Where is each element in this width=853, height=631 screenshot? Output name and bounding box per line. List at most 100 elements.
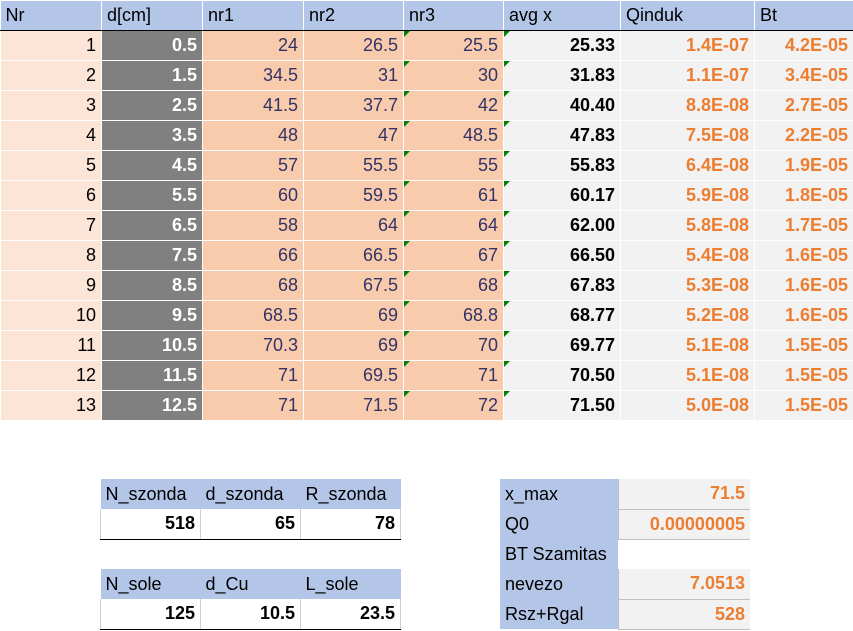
cell-nr[interactable]: 8 [0, 240, 102, 271]
cell-d[interactable]: 5.5 [101, 180, 203, 211]
cell-nr2[interactable]: 55.5 [303, 150, 404, 181]
cell-qinduk[interactable]: 5.9E-08 [620, 180, 755, 211]
cell-nr3[interactable]: 72 [403, 390, 504, 421]
sole-value-l[interactable]: 23.5 [300, 599, 401, 630]
sole-header-n[interactable]: N_sole [100, 569, 201, 599]
cell-nr1[interactable]: 71 [202, 390, 304, 421]
cell-qinduk[interactable]: 1.4E-07 [620, 30, 755, 61]
cell-d[interactable]: 11.5 [101, 360, 203, 391]
cell-bt[interactable]: 1.6E-05 [754, 270, 853, 301]
cell-nr2[interactable]: 64 [303, 210, 404, 241]
cell-nr[interactable]: 6 [0, 180, 102, 211]
cell-nr1[interactable]: 70.3 [202, 330, 304, 361]
cell-nr[interactable]: 2 [0, 60, 102, 91]
cell-nr[interactable]: 10 [0, 300, 102, 331]
cell-d[interactable]: 6.5 [101, 210, 203, 241]
cell-nr3[interactable]: 61 [403, 180, 504, 211]
cell-d[interactable]: 2.5 [101, 90, 203, 121]
cell-nr2[interactable]: 69 [303, 330, 404, 361]
cell-nr1[interactable]: 57 [202, 150, 304, 181]
cell-avg[interactable]: 68.77 [503, 300, 621, 331]
col-header-bt[interactable]: Bt [754, 0, 853, 31]
cell-nr1[interactable]: 71 [202, 360, 304, 391]
cell-d[interactable]: 8.5 [101, 270, 203, 301]
cell-nr2[interactable]: 47 [303, 120, 404, 151]
col-header-nr2[interactable]: nr2 [303, 0, 404, 31]
cell-nr1[interactable]: 34.5 [202, 60, 304, 91]
cell-avg[interactable]: 62.00 [503, 210, 621, 241]
cell-nr[interactable]: 12 [0, 360, 102, 391]
cell-avg[interactable]: 67.83 [503, 270, 621, 301]
col-header-nr3[interactable]: nr3 [403, 0, 504, 31]
cell-nr1[interactable]: 48 [202, 120, 304, 151]
cell-nr2[interactable]: 59.5 [303, 180, 404, 211]
cell-bt[interactable]: 2.7E-05 [754, 90, 853, 121]
cell-qinduk[interactable]: 5.8E-08 [620, 210, 755, 241]
cell-nr1[interactable]: 58 [202, 210, 304, 241]
cell-nr1[interactable]: 24 [202, 30, 304, 61]
param-value-bt-szamitas[interactable] [618, 539, 750, 569]
param-value-nevezo[interactable]: 7.0513 [617, 569, 750, 600]
param-value-rsz-rgal[interactable]: 528 [617, 599, 750, 630]
szonda-value-r[interactable]: 78 [300, 509, 401, 540]
cell-avg[interactable]: 47.83 [503, 120, 621, 151]
col-header-d[interactable]: d[cm] [101, 0, 203, 31]
cell-bt[interactable]: 1.5E-05 [754, 330, 853, 361]
cell-d[interactable]: 1.5 [101, 60, 203, 91]
cell-avg[interactable]: 55.83 [503, 150, 621, 181]
cell-bt[interactable]: 1.9E-05 [754, 150, 853, 181]
cell-d[interactable]: 4.5 [101, 150, 203, 181]
sole-value-n[interactable]: 125 [100, 599, 201, 630]
cell-nr2[interactable]: 26.5 [303, 30, 404, 61]
param-label-xmax[interactable]: x_max [500, 479, 618, 509]
cell-nr3[interactable]: 30 [403, 60, 504, 91]
cell-bt[interactable]: 1.6E-05 [754, 240, 853, 271]
cell-nr1[interactable]: 68.5 [202, 300, 304, 331]
cell-bt[interactable]: 1.5E-05 [754, 360, 853, 391]
cell-d[interactable]: 10.5 [101, 330, 203, 361]
cell-nr3[interactable]: 55 [403, 150, 504, 181]
col-header-nr[interactable]: Nr [0, 0, 102, 31]
cell-nr3[interactable]: 70 [403, 330, 504, 361]
cell-nr2[interactable]: 69.5 [303, 360, 404, 391]
cell-nr3[interactable]: 42 [403, 90, 504, 121]
cell-avg[interactable]: 60.17 [503, 180, 621, 211]
cell-avg[interactable]: 40.40 [503, 90, 621, 121]
szonda-header-d[interactable]: d_szonda [200, 479, 301, 509]
cell-qinduk[interactable]: 5.1E-08 [620, 360, 755, 391]
cell-avg[interactable]: 70.50 [503, 360, 621, 391]
cell-nr[interactable]: 4 [0, 120, 102, 151]
cell-nr[interactable]: 9 [0, 270, 102, 301]
cell-bt[interactable]: 3.4E-05 [754, 60, 853, 91]
cell-nr1[interactable]: 68 [202, 270, 304, 301]
cell-qinduk[interactable]: 5.2E-08 [620, 300, 755, 331]
cell-nr[interactable]: 7 [0, 210, 102, 241]
szonda-header-r[interactable]: R_szonda [300, 479, 401, 509]
cell-qinduk[interactable]: 6.4E-08 [620, 150, 755, 181]
cell-qinduk[interactable]: 5.3E-08 [620, 270, 755, 301]
cell-avg[interactable]: 31.83 [503, 60, 621, 91]
cell-nr1[interactable]: 66 [202, 240, 304, 271]
cell-bt[interactable]: 1.8E-05 [754, 180, 853, 211]
cell-nr3[interactable]: 67 [403, 240, 504, 271]
cell-qinduk[interactable]: 5.0E-08 [620, 390, 755, 421]
szonda-value-d[interactable]: 65 [200, 509, 301, 540]
cell-d[interactable]: 12.5 [101, 390, 203, 421]
cell-avg[interactable]: 71.50 [503, 390, 621, 421]
cell-nr1[interactable]: 41.5 [202, 90, 304, 121]
cell-bt[interactable]: 1.7E-05 [754, 210, 853, 241]
param-label-rsz-rgal[interactable]: Rsz+Rgal [500, 599, 618, 629]
cell-nr1[interactable]: 60 [202, 180, 304, 211]
cell-nr3[interactable]: 68.8 [403, 300, 504, 331]
szonda-value-n[interactable]: 518 [100, 509, 201, 540]
param-value-q0[interactable]: 0.00000005 [617, 509, 750, 540]
cell-bt[interactable]: 2.2E-05 [754, 120, 853, 151]
cell-nr2[interactable]: 66.5 [303, 240, 404, 271]
cell-avg[interactable]: 25.33 [503, 30, 621, 61]
cell-qinduk[interactable]: 1.1E-07 [620, 60, 755, 91]
cell-bt[interactable]: 4.2E-05 [754, 30, 853, 61]
cell-nr2[interactable]: 67.5 [303, 270, 404, 301]
sole-header-d[interactable]: d_Cu [200, 569, 301, 599]
param-label-bt-szamitas[interactable]: BT Szamitas [500, 539, 618, 569]
param-label-q0[interactable]: Q0 [500, 509, 618, 539]
